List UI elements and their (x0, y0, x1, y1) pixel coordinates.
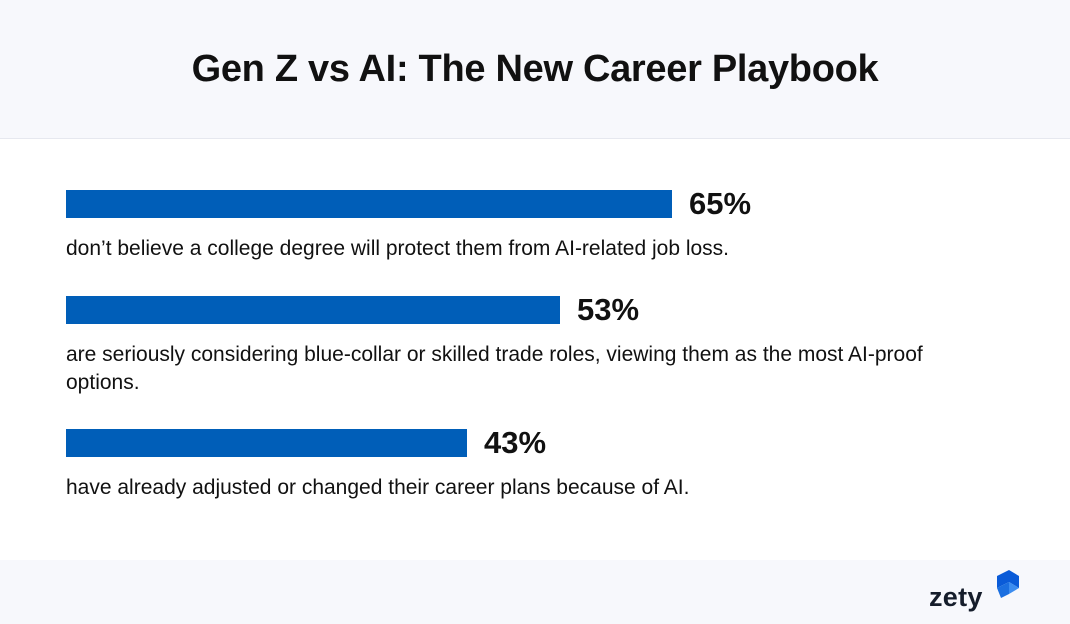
bar-row: 43% (66, 425, 1006, 460)
zety-logo: zety (929, 570, 1019, 614)
value-label: 65% (689, 186, 752, 221)
chart-header: Gen Z vs AI: The New Career Playbook (0, 0, 1070, 139)
bar-row: 65% (66, 186, 1006, 221)
value-label: 53% (577, 292, 640, 327)
bar-row: 53% (66, 292, 1006, 327)
zety-logo-icon (997, 570, 1019, 598)
bar (66, 296, 560, 324)
value-label: 43% (484, 425, 547, 460)
category-label: have already adjusted or changed their c… (66, 476, 690, 499)
chart-title: Gen Z vs AI: The New Career Playbook (191, 47, 879, 90)
footer: zety (0, 560, 1070, 624)
bar (66, 190, 672, 218)
logo-text: zety (929, 582, 983, 612)
category-label: don’t believe a college degree will prot… (66, 237, 730, 260)
bar (66, 429, 467, 457)
category-label: are seriously considering blue-collar or… (66, 343, 923, 394)
bar-chart: 65% don’t believe a college degree will p… (66, 186, 1006, 520)
